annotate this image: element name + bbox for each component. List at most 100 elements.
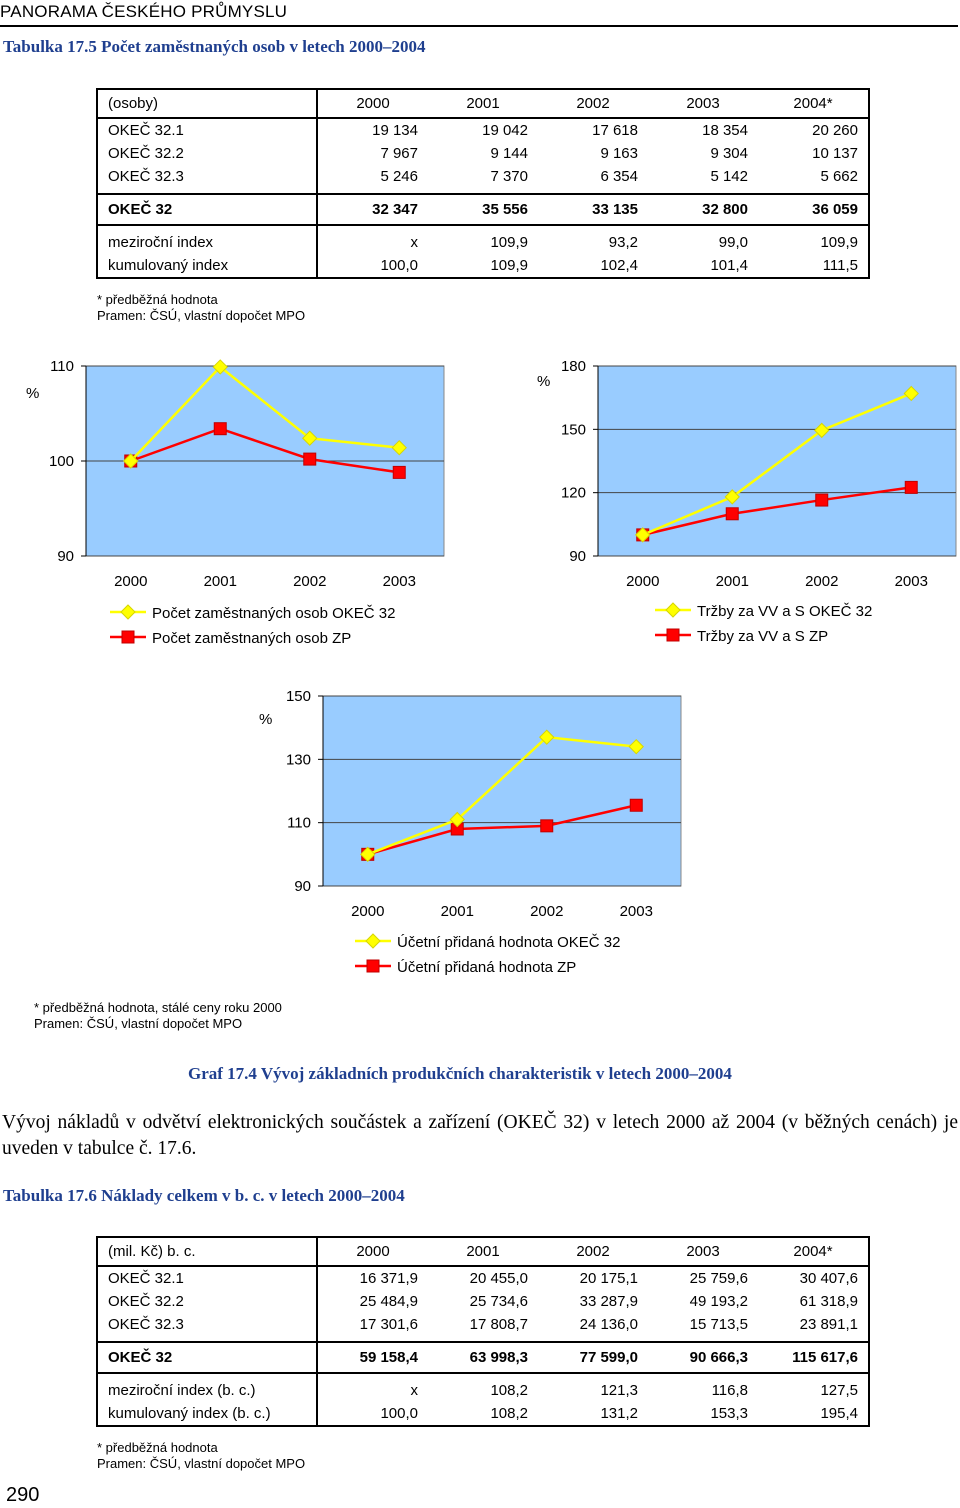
- table-cell: 93,2: [608, 234, 638, 251]
- table-header-row: (osoby) 2000 2001 2002 2003 2004*: [97, 89, 869, 119]
- data-point-zp: [392, 465, 406, 479]
- table-cell: 115 617,6: [758, 1341, 869, 1374]
- table-cell: 9 304: [710, 145, 748, 162]
- y-tick-label: 110: [50, 358, 74, 375]
- table-cell: 19 134: [316, 118, 428, 142]
- table-cell: 61 318,9: [799, 1293, 858, 1310]
- table-cell: 2003: [648, 1237, 758, 1267]
- figure-note: * předběžná hodnota, stálé ceny roku 200…: [34, 1000, 282, 1015]
- x-tick-label: 2001: [716, 573, 749, 590]
- table-cell: 109,9: [490, 257, 528, 274]
- table-cell: 102,4: [600, 257, 638, 274]
- chart-2: 90 120 150 180% 2000 2001 2002 2003 Tržby za VV …: [537, 358, 957, 645]
- table-cell: 32 800: [648, 193, 758, 226]
- data-point-zp: [725, 507, 739, 521]
- table-cell: 121,3: [600, 1382, 638, 1399]
- legend-marker-zp: [366, 959, 380, 973]
- row-label: (osoby): [97, 89, 317, 119]
- table-cell: 10 137: [812, 145, 858, 162]
- table-cell: 108,2: [490, 1405, 528, 1422]
- table-cell: 2001: [428, 1237, 538, 1267]
- table-cell: 20 260: [812, 122, 858, 139]
- table-cell: 100,0: [316, 254, 428, 278]
- table2: (mil. Kč) b. c. 2000 2001 2002 2003 2004* OKEČ…: [96, 1236, 870, 1427]
- table-cell: 9 144: [490, 145, 528, 162]
- table-row: meziroční index (b. c.) x 108,2 121,3 116,8 1…: [97, 1373, 869, 1402]
- table-cell: 23 891,1: [799, 1316, 858, 1333]
- x-tick-label: 2002: [530, 903, 563, 920]
- chart-1: 90 100 110% 2000 2001 2002 2003 Počet zaměstnan…: [26, 358, 445, 647]
- data-point-okec: [302, 430, 318, 446]
- table-row: kumulovaný index 100,0 109,9 102,4 101,4 111,…: [97, 254, 869, 278]
- table-cell: 100,0: [316, 1402, 428, 1426]
- y-tick-label: 150: [286, 688, 311, 705]
- legend-marker-okec: [365, 933, 381, 949]
- data-point-okec: [814, 422, 830, 439]
- data-point-okec: [123, 453, 139, 469]
- y-tick-label: 180: [561, 358, 586, 375]
- row-label: OKEČ 32.2: [108, 1293, 184, 1310]
- table-cell: 32 347: [316, 193, 428, 226]
- table-cell: 16 371,9: [316, 1266, 428, 1290]
- legend-marker-okec: [120, 604, 136, 620]
- table-cell: 2002: [538, 1237, 648, 1267]
- legend-marker-okec: [665, 602, 681, 618]
- table-cell: 20 175,1: [579, 1270, 638, 1287]
- table-row: OKEČ 32.3 17 301,6 17 808,7 24 136,0 15 713,…: [97, 1313, 869, 1342]
- data-point-zp: [629, 798, 643, 812]
- running-header: PANORAMA ČESKÉHO PRŮMYSLU: [0, 2, 288, 21]
- table-cell: 2000: [316, 89, 428, 119]
- table-cell: 127,5: [820, 1382, 858, 1399]
- table-row: meziroční index x 109,9 93,2 99,0 109,9: [97, 225, 869, 254]
- table-cell: 2003: [648, 89, 758, 119]
- table2-note: * předběžná hodnota: [97, 1440, 218, 1455]
- table-row: OKEČ 32 59 158,4 63 998,3 77 599,0 90 666,3 1…: [97, 1341, 869, 1374]
- table1-note: * předběžná hodnota: [97, 292, 218, 307]
- table-cell: 195,4: [820, 1405, 858, 1422]
- y-axis-label: %: [259, 711, 272, 728]
- table-cell: 17 618: [592, 122, 638, 139]
- table-row: kumulovaný index (b. c.) 100,0 108,2 131,2 1…: [97, 1402, 869, 1426]
- table-cell: 17 808,7: [469, 1316, 528, 1333]
- table-row: OKEČ 32.2 25 484,9 25 734,6 33 287,9 49 193,…: [97, 1290, 869, 1313]
- table-cell: 108,2: [490, 1382, 528, 1399]
- row-label: OKEČ 32.1: [108, 122, 184, 139]
- table-cell: 153,3: [710, 1405, 748, 1422]
- legend-label: Tržby za VV a S ZP: [697, 628, 828, 645]
- table-row: OKEČ 32 32 347 35 556 33 135 32 800 36 059: [97, 193, 869, 226]
- table-cell: 2004*: [758, 1237, 869, 1267]
- row-label: (mil. Kč) b. c.: [97, 1237, 317, 1267]
- x-tick-label: 2003: [620, 903, 653, 920]
- data-point-okec: [628, 738, 644, 755]
- legend-marker-zp: [666, 628, 680, 642]
- x-tick-label: 2000: [626, 573, 659, 590]
- series-line-zp: [367, 804, 637, 856]
- header-rule: [0, 25, 958, 27]
- legend-label: Počet zaměstnaných osob ZP: [152, 630, 351, 647]
- x-tick-label: 2000: [351, 903, 384, 920]
- data-point-okec: [449, 811, 465, 828]
- table1: (osoby) 2000 2001 2002 2003 2004* OKEČ 32.1 19 …: [96, 88, 870, 279]
- table-cell: 25 759,6: [689, 1270, 748, 1287]
- table1-notes: * předběžná hodnota Pramen: ČSÚ, vlastní…: [97, 292, 305, 324]
- table-cell: 2002: [538, 89, 648, 119]
- table-cell: 109,9: [820, 234, 858, 251]
- table-cell: 5 246: [316, 165, 428, 194]
- data-point-okec: [212, 359, 228, 375]
- data-point-zp: [303, 452, 317, 466]
- row-label: OKEČ 32: [97, 1341, 317, 1374]
- table-cell: 131,2: [600, 1405, 638, 1422]
- row-label: OKEČ 32.3: [108, 1316, 184, 1333]
- table-cell: 2001: [428, 89, 538, 119]
- series-line-okec: [642, 392, 912, 537]
- table1-caption: Tabulka 17.5 Počet zaměstnaných osob v l…: [3, 37, 426, 56]
- table-cell: 63 998,3: [428, 1341, 538, 1374]
- row-label: kumulovaný index (b. c.): [108, 1405, 271, 1422]
- row-label: OKEČ 32.3: [108, 168, 184, 185]
- legend-marker-zp: [121, 630, 135, 644]
- table-header-row: (mil. Kč) b. c. 2000 2001 2002 2003 2004*: [97, 1237, 869, 1267]
- data-point-okec: [391, 439, 407, 456]
- table1-source: Pramen: ČSÚ, vlastní dopočet MPO: [97, 308, 306, 323]
- row-label: kumulovaný index: [108, 257, 229, 274]
- table-cell: 7 370: [490, 168, 528, 185]
